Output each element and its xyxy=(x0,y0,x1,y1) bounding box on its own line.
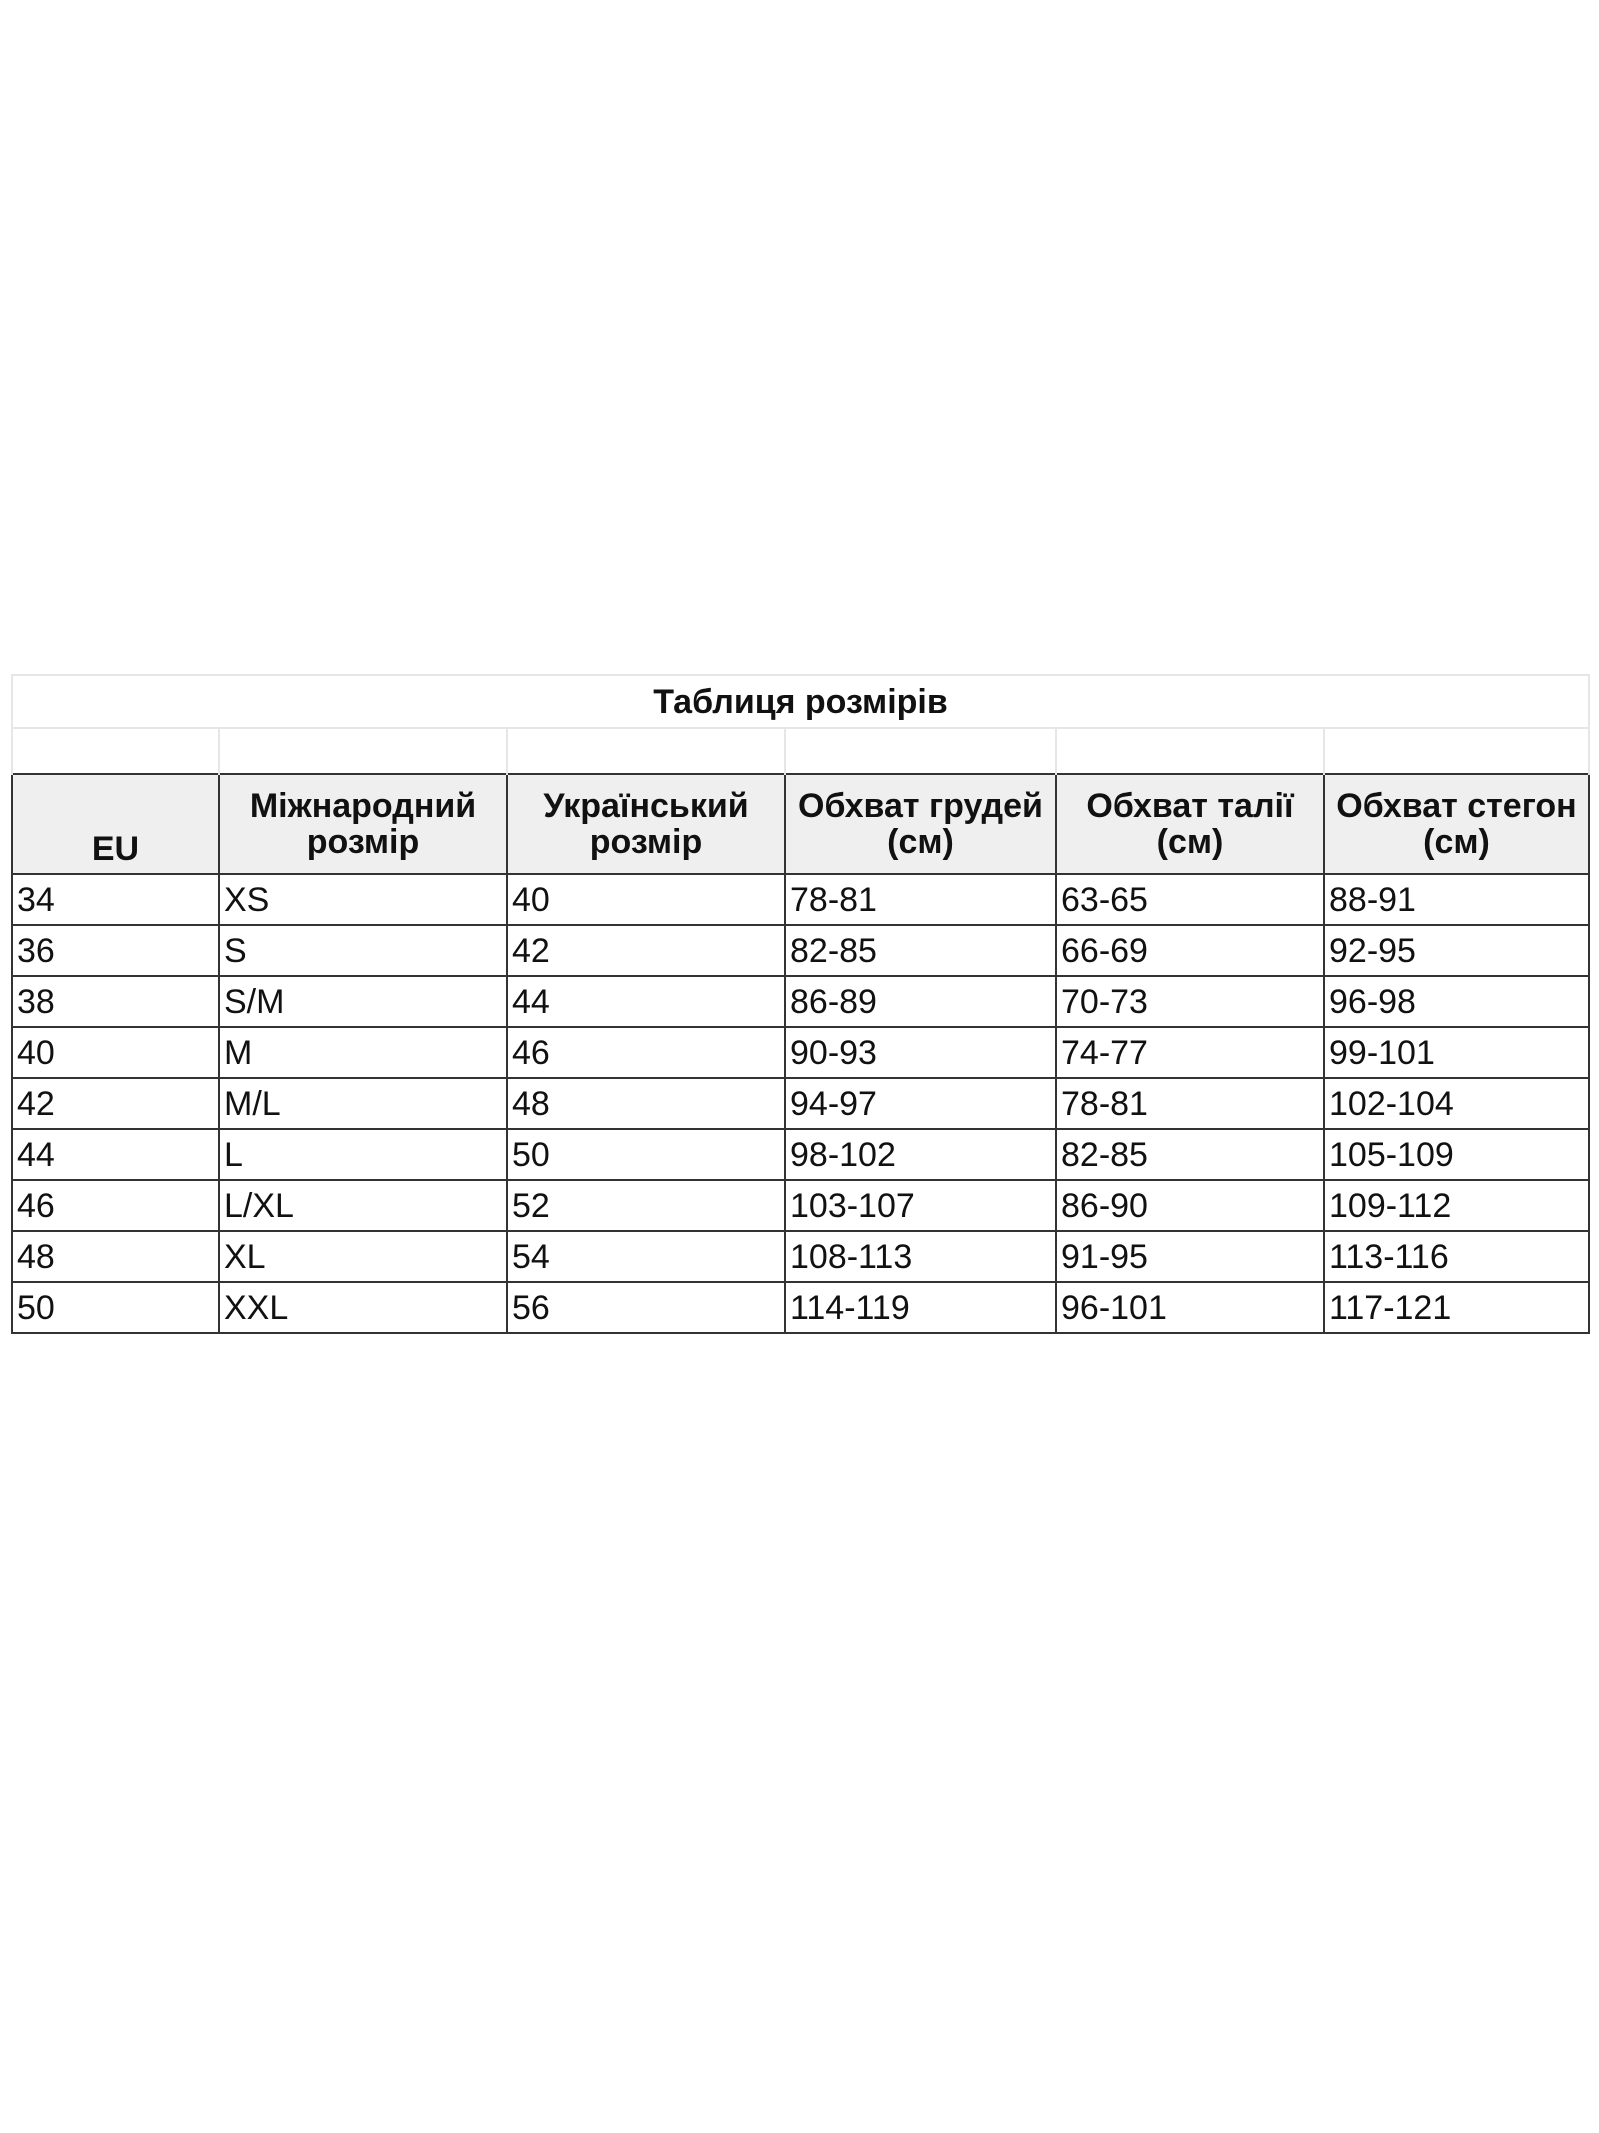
table-cell: 86-89 xyxy=(784,975,1057,1028)
table-cell: M/L xyxy=(218,1077,508,1130)
table-cell: 54 xyxy=(506,1230,786,1283)
table-cell: 46 xyxy=(506,1026,786,1079)
table-cell: 108-113 xyxy=(784,1230,1057,1283)
table-row: 46 L/XL 52 103-107 86-90 109-112 xyxy=(11,1179,1590,1232)
table-row: 34 XS 40 78-81 63-65 88-91 xyxy=(11,873,1590,926)
table-cell: S xyxy=(218,924,508,977)
table-row: 40 M 46 90-93 74-77 99-101 xyxy=(11,1026,1590,1079)
table-cell: 117-121 xyxy=(1323,1281,1590,1334)
table-row: 50 XXL 56 114-119 96-101 117-121 xyxy=(11,1281,1590,1334)
table-title: Таблиця розмірів xyxy=(11,674,1590,729)
table-cell: 86-90 xyxy=(1055,1179,1325,1232)
table-cell: 44 xyxy=(11,1128,220,1181)
table-cell: 66-69 xyxy=(1055,924,1325,977)
table-cell: 103-107 xyxy=(784,1179,1057,1232)
table-row: 44 L 50 98-102 82-85 105-109 xyxy=(11,1128,1590,1181)
table-cell: 82-85 xyxy=(1055,1128,1325,1181)
column-header: EU xyxy=(11,773,220,875)
column-header: Обхват грудей (см) xyxy=(784,773,1057,875)
table-cell: L xyxy=(218,1128,508,1181)
table-cell: 109-112 xyxy=(1323,1179,1590,1232)
table-cell: 40 xyxy=(11,1026,220,1079)
table-cell: 78-81 xyxy=(784,873,1057,926)
table-cell: 46 xyxy=(11,1179,220,1232)
table-cell: 34 xyxy=(11,873,220,926)
table-cell: S/M xyxy=(218,975,508,1028)
table-cell: 94-97 xyxy=(784,1077,1057,1130)
blank-row xyxy=(11,727,1590,774)
table-cell: 40 xyxy=(506,873,786,926)
table-cell: 56 xyxy=(506,1281,786,1334)
column-header: Український розмір xyxy=(506,773,786,875)
table-cell: 44 xyxy=(506,975,786,1028)
table-cell: XS xyxy=(218,873,508,926)
table-cell: 74-77 xyxy=(1055,1026,1325,1079)
table-cell: 42 xyxy=(11,1077,220,1130)
title-row: Таблиця розмірів xyxy=(11,674,1590,729)
table-row: 38 S/M 44 86-89 70-73 96-98 xyxy=(11,975,1590,1028)
table-cell: 91-95 xyxy=(1055,1230,1325,1283)
table-cell: 70-73 xyxy=(1055,975,1325,1028)
header-row: EU Міжнародний розмір Український розмір Об… xyxy=(11,773,1590,875)
table-cell: 38 xyxy=(11,975,220,1028)
table-cell: 42 xyxy=(506,924,786,977)
column-header: Міжнародний розмір xyxy=(218,773,508,875)
table-cell: XXL xyxy=(218,1281,508,1334)
table-cell: 92-95 xyxy=(1323,924,1590,977)
size-chart: Таблиця розмірів EU Міжнародний розмір Укр… xyxy=(11,674,1590,1334)
table-cell: 48 xyxy=(11,1230,220,1283)
table-cell: 96-98 xyxy=(1323,975,1590,1028)
table-row: 42 M/L 48 94-97 78-81 102-104 xyxy=(11,1077,1590,1130)
table-cell: 114-119 xyxy=(784,1281,1057,1334)
size-table: Таблиця розмірів EU Міжнародний розмір Укр… xyxy=(11,674,1590,1334)
table-cell: 99-101 xyxy=(1323,1026,1590,1079)
table-cell: XL xyxy=(218,1230,508,1283)
table-cell: L/XL xyxy=(218,1179,508,1232)
table-cell: 36 xyxy=(11,924,220,977)
table-cell: 78-81 xyxy=(1055,1077,1325,1130)
column-header: Обхват стегон (см) xyxy=(1323,773,1590,875)
table-cell: 50 xyxy=(11,1281,220,1334)
table-row: 48 XL 54 108-113 91-95 113-116 xyxy=(11,1230,1590,1283)
column-header: Обхват талії (см) xyxy=(1055,773,1325,875)
table-cell: 96-101 xyxy=(1055,1281,1325,1334)
table-cell: 63-65 xyxy=(1055,873,1325,926)
table-cell: 88-91 xyxy=(1323,873,1590,926)
table-row: 36 S 42 82-85 66-69 92-95 xyxy=(11,924,1590,977)
table-cell: 82-85 xyxy=(784,924,1057,977)
table-cell: 50 xyxy=(506,1128,786,1181)
table-cell: 98-102 xyxy=(784,1128,1057,1181)
table-cell: 90-93 xyxy=(784,1026,1057,1079)
table-cell: 48 xyxy=(506,1077,786,1130)
table-cell: M xyxy=(218,1026,508,1079)
table-cell: 105-109 xyxy=(1323,1128,1590,1181)
table-cell: 52 xyxy=(506,1179,786,1232)
table-cell: 113-116 xyxy=(1323,1230,1590,1283)
table-cell: 102-104 xyxy=(1323,1077,1590,1130)
